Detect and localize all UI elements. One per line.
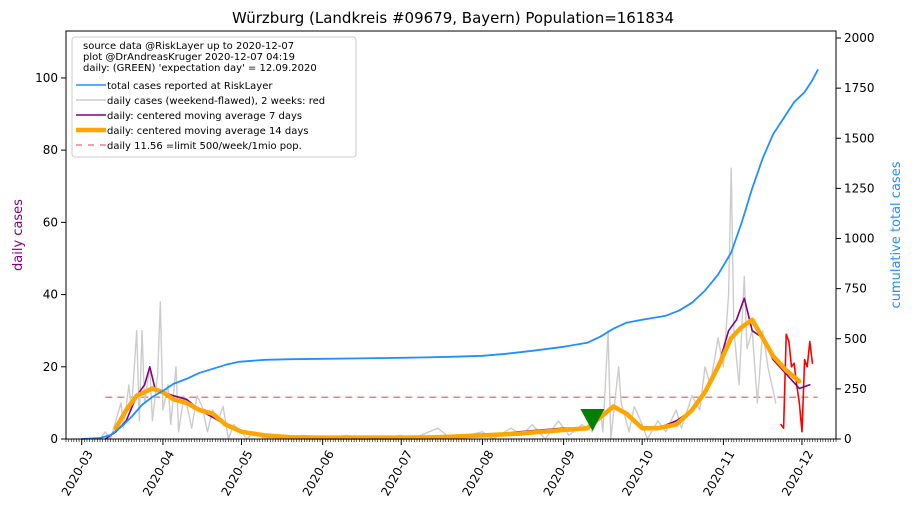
y-right-tick-label: 2000: [844, 31, 875, 45]
y-left-tick-label: 40: [43, 288, 58, 302]
y-right-tick-label: 250: [844, 382, 867, 396]
y-axis-left-label: daily cases: [11, 199, 26, 271]
legend-header-line: plot @DrAndreasKruger 2020-12-07 04:19: [83, 52, 295, 63]
chart-title: Würzburg (Landkreis #09679, Bayern) Popu…: [232, 9, 674, 27]
series-moving-average-14-line: [113, 317, 802, 440]
y-left-tick-label: 60: [43, 215, 58, 229]
y-left-tick-label: 0: [50, 432, 58, 446]
y-right-tick-label: 1750: [844, 81, 875, 95]
legend-box: [71, 36, 357, 158]
legend-header-line: daily: (GREEN) 'expectation day' = 12.09…: [83, 63, 317, 74]
y-left-tick-label: 20: [43, 360, 58, 374]
series-total-cases-line: [80, 69, 819, 440]
y-right-tick-label: 500: [844, 332, 867, 346]
legend-entry-label: total cases reported at RiskLayer: [107, 81, 273, 92]
y-right-tick-label: 1250: [844, 181, 875, 195]
legend-entry-label: daily: centered moving average 7 days: [107, 111, 302, 122]
legend-entry-label: daily cases (weekend-flawed), 2 weeks: r…: [107, 96, 325, 107]
y-left-tick-label: 80: [43, 143, 58, 157]
legend-entry-label: daily 11.56 =limit 500/week/1mio pop.: [107, 141, 302, 152]
legend-entry-label: daily: centered moving average 14 days: [107, 126, 308, 137]
y-right-tick-label: 0: [844, 432, 852, 446]
y-right-tick-label: 750: [844, 282, 867, 296]
expectation-day-marker: [580, 408, 605, 431]
plot-area: [80, 69, 819, 440]
y-right-tick-label: 1000: [844, 232, 875, 246]
y-axis-right-label: cumulative total cases: [889, 161, 904, 308]
y-left-tick-label: 100: [35, 71, 58, 85]
legend: source data @RiskLayer up to 2020-12-07p…: [71, 36, 357, 158]
y-right-tick-label: 1500: [844, 131, 875, 145]
legend-header-line: source data @RiskLayer up to 2020-12-07: [83, 41, 294, 52]
